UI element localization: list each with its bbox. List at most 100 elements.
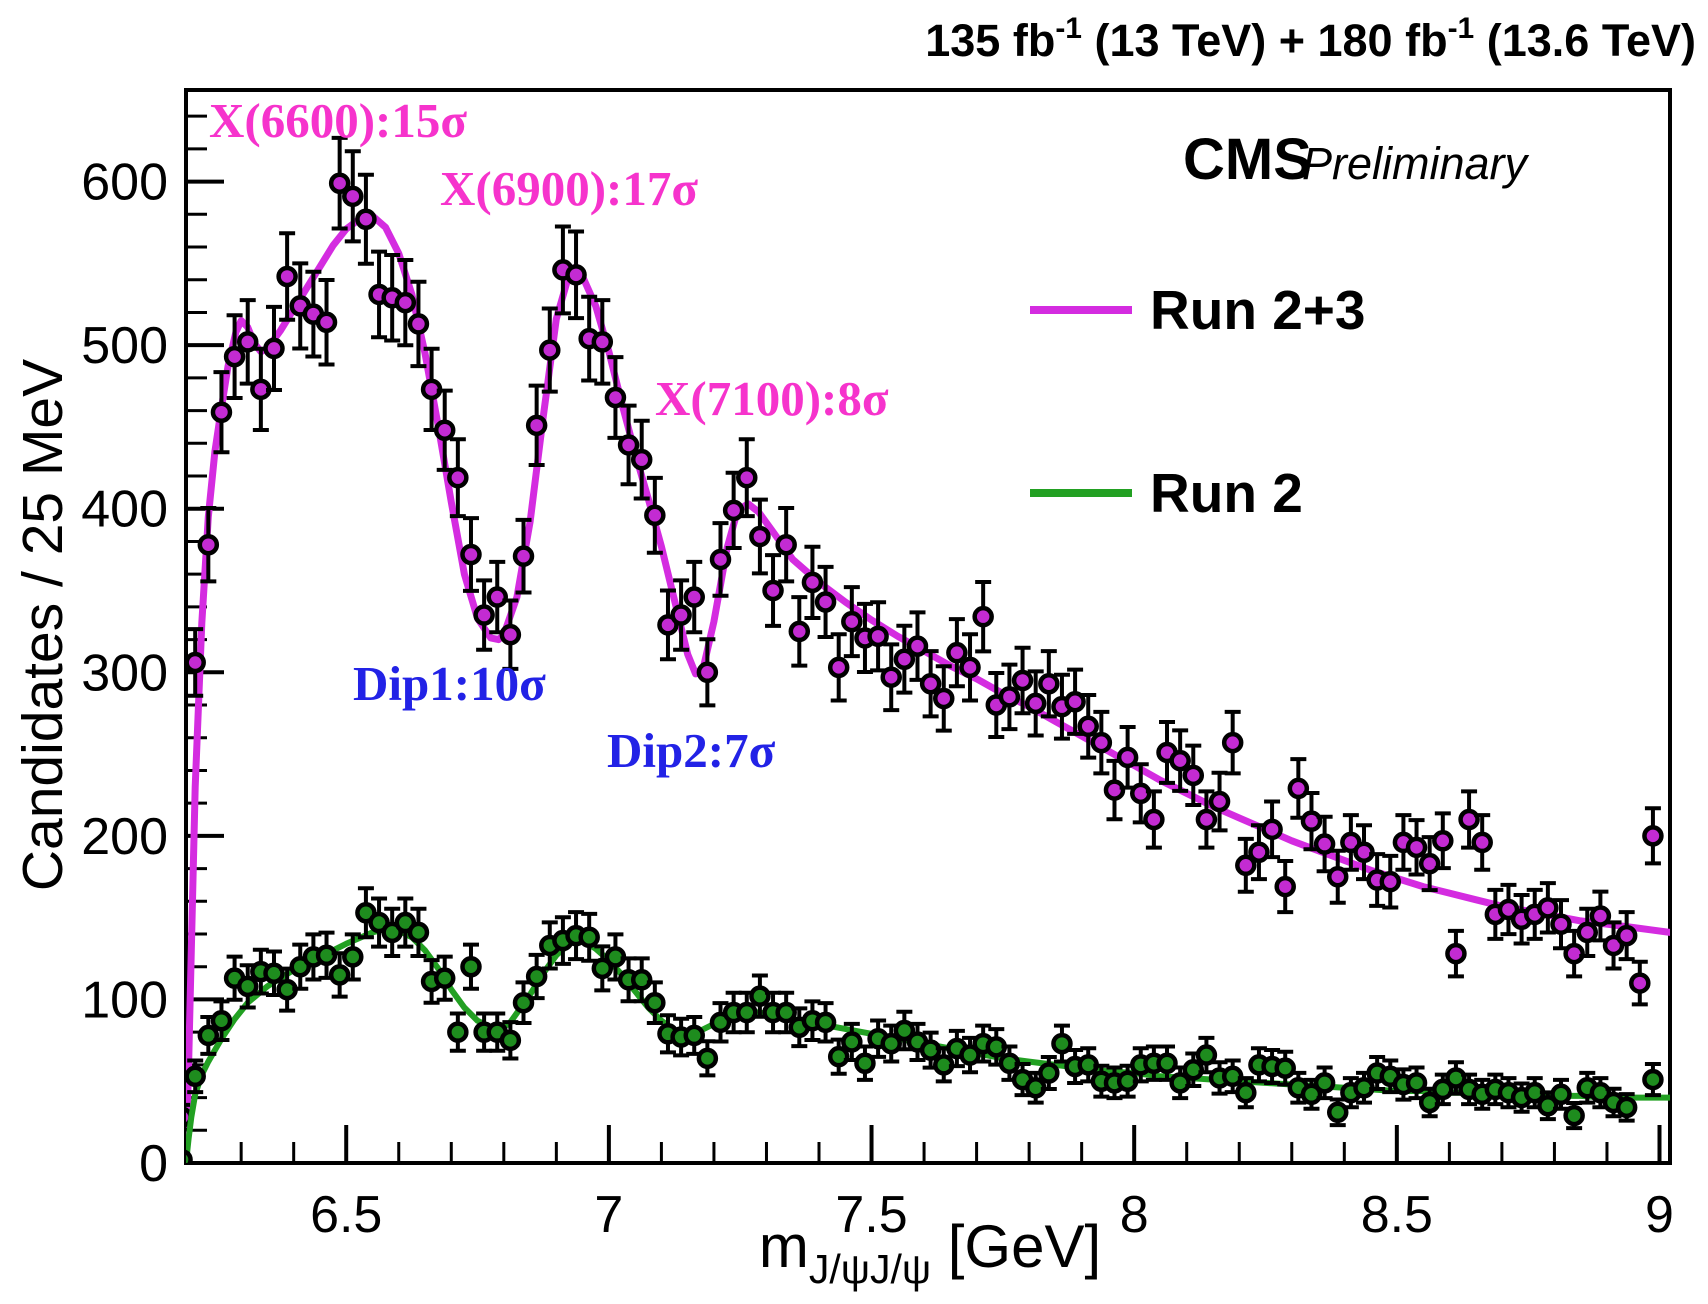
data-point bbox=[1235, 854, 1257, 877]
data-point bbox=[342, 185, 364, 208]
data-point bbox=[1405, 1072, 1428, 1094]
luminosity-header: 135 fb-1 (13 TeV) + 180 fb-1 (13.6 TeV) bbox=[925, 12, 1696, 67]
y-tick-label: 400 bbox=[81, 481, 168, 539]
data-point bbox=[394, 291, 417, 314]
data-point bbox=[1615, 1096, 1638, 1119]
lumi-text: (13.6 TeV) bbox=[1474, 15, 1696, 66]
data-point bbox=[1024, 692, 1047, 715]
data-point bbox=[801, 571, 824, 594]
data-point bbox=[880, 666, 902, 688]
data-point bbox=[1182, 1059, 1205, 1081]
lumi-superscript: -1 bbox=[1055, 12, 1082, 45]
data-point bbox=[709, 548, 732, 571]
data-point bbox=[210, 1009, 233, 1032]
data-point bbox=[736, 1001, 758, 1024]
data-point bbox=[1300, 1083, 1323, 1106]
data-point bbox=[1563, 1104, 1585, 1127]
x-axis-title-part: [GeV] bbox=[931, 1213, 1102, 1280]
data-point bbox=[525, 965, 548, 988]
data-point bbox=[1038, 672, 1060, 695]
data-point bbox=[447, 1021, 469, 1043]
data-point bbox=[315, 311, 338, 334]
data-point bbox=[263, 962, 285, 985]
x-axis-title: mJ/ψJ/ψ [GeV] bbox=[0, 1212, 1708, 1292]
data-point bbox=[906, 635, 929, 657]
data-point bbox=[630, 448, 653, 471]
data-point bbox=[1156, 1052, 1178, 1074]
data-point bbox=[315, 944, 338, 967]
data-point bbox=[1169, 749, 1191, 772]
lumi-text: 135 fb bbox=[925, 15, 1056, 66]
data-point bbox=[1038, 1062, 1060, 1084]
data-point bbox=[814, 591, 837, 613]
data-point bbox=[186, 1149, 193, 1163]
legend-line-run23 bbox=[1030, 306, 1132, 314]
data-point bbox=[1195, 808, 1218, 831]
data-point bbox=[473, 604, 495, 626]
data-point bbox=[1274, 875, 1296, 898]
data-point bbox=[670, 604, 692, 626]
data-point bbox=[591, 331, 614, 353]
data-point bbox=[197, 533, 220, 556]
legend-label-run2: Run 2 bbox=[1150, 462, 1303, 524]
x-axis-title-part: J/ψJ/ψ bbox=[808, 1246, 932, 1292]
data-point bbox=[499, 1029, 522, 1052]
data-point bbox=[512, 545, 535, 567]
y-tick-label: 500 bbox=[81, 317, 168, 375]
data-point bbox=[1195, 1044, 1218, 1066]
data-point bbox=[1274, 1057, 1296, 1079]
data-point bbox=[499, 623, 522, 646]
legend-line-run2 bbox=[1030, 489, 1132, 497]
y-tick-label: 200 bbox=[81, 808, 168, 866]
data-point bbox=[893, 1019, 916, 1042]
tick-labels: 6.5 7 7.5 8 8.5 9 0 100 200 300 400 500 600 bbox=[81, 154, 1674, 1244]
data-point bbox=[447, 466, 469, 489]
data-point bbox=[919, 672, 942, 695]
annotation-x6600: X(6600):15σ bbox=[209, 93, 467, 148]
data-point bbox=[565, 264, 587, 286]
data-point bbox=[355, 208, 377, 230]
data-point bbox=[210, 401, 233, 423]
series-run2 bbox=[186, 886, 1670, 1163]
data-point bbox=[1576, 921, 1599, 944]
lumi-superscript: -1 bbox=[1447, 12, 1475, 45]
data-point bbox=[749, 525, 771, 548]
data-point bbox=[342, 946, 364, 968]
data-point bbox=[1182, 764, 1205, 787]
data-point bbox=[539, 339, 561, 361]
data-point bbox=[854, 1052, 876, 1074]
data-points bbox=[186, 886, 1664, 1163]
data-point bbox=[460, 543, 482, 566]
data-point bbox=[512, 991, 535, 1014]
cms-label: CMS bbox=[1183, 127, 1312, 192]
data-point bbox=[1418, 852, 1441, 875]
annotation-x7100: X(7100):8σ bbox=[655, 371, 889, 426]
data-point bbox=[328, 964, 351, 986]
data-point bbox=[1169, 1072, 1191, 1094]
data-point bbox=[1116, 746, 1139, 769]
data-point bbox=[775, 1001, 797, 1024]
data-point bbox=[1221, 731, 1244, 754]
data-point bbox=[604, 386, 627, 409]
data-point bbox=[236, 975, 259, 998]
data-point bbox=[276, 265, 298, 288]
data-point bbox=[1261, 818, 1283, 841]
data-point bbox=[683, 1024, 705, 1047]
y-tick-label: 600 bbox=[81, 154, 168, 212]
data-point bbox=[736, 466, 758, 489]
data-point bbox=[722, 499, 745, 522]
data-point bbox=[644, 991, 666, 1014]
y-tick-label: 0 bbox=[139, 1135, 168, 1193]
data-point bbox=[1064, 690, 1086, 713]
data-point bbox=[893, 648, 916, 670]
legend-label-run23: Run 2+3 bbox=[1150, 279, 1366, 341]
data-point bbox=[1537, 897, 1559, 919]
data-point bbox=[1589, 905, 1612, 927]
data-point bbox=[1011, 669, 1034, 692]
data-point bbox=[1326, 866, 1349, 888]
data-point bbox=[407, 921, 430, 944]
data-point bbox=[683, 586, 705, 608]
data-point bbox=[1090, 731, 1113, 754]
data-point bbox=[1235, 1081, 1257, 1104]
data-point bbox=[1248, 841, 1270, 863]
